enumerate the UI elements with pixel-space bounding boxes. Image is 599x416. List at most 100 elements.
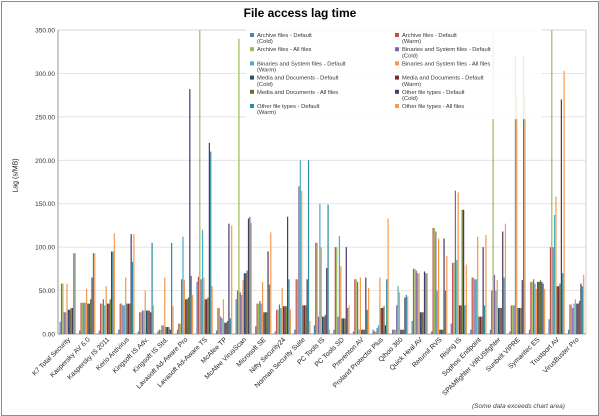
bar — [257, 303, 260, 334]
bar — [573, 303, 575, 334]
bar — [119, 303, 121, 334]
y-tick-label: 250.00 — [35, 114, 55, 121]
bar — [66, 283, 68, 334]
bar — [122, 305, 124, 334]
bar — [106, 303, 109, 334]
bar — [322, 316, 324, 334]
bar — [172, 306, 174, 334]
bar — [200, 279, 202, 334]
bar — [439, 329, 441, 334]
bar — [225, 322, 227, 334]
bar — [450, 323, 452, 334]
bar — [69, 309, 71, 334]
bar — [581, 286, 583, 334]
bar — [178, 323, 180, 334]
bar — [517, 307, 519, 334]
bar — [79, 330, 81, 334]
legend-swatch — [250, 75, 254, 80]
bar — [358, 329, 360, 334]
bar — [461, 209, 463, 334]
bar — [94, 253, 96, 334]
bar — [182, 236, 184, 334]
bar — [250, 222, 252, 334]
bar — [187, 297, 190, 334]
legend-swatch — [250, 47, 254, 52]
bar — [160, 329, 162, 334]
bar — [456, 260, 458, 334]
y-tick-label: 0.00 — [42, 332, 55, 339]
bar — [553, 215, 556, 334]
bar — [84, 302, 86, 334]
bar — [503, 277, 505, 334]
bar — [87, 303, 89, 334]
y-tick-label: 150.00 — [35, 201, 55, 208]
bar — [530, 281, 532, 334]
chart-note: (Some data exceeds chart area) — [472, 403, 565, 410]
bar — [504, 223, 507, 334]
bar — [328, 329, 331, 334]
bar — [414, 268, 416, 334]
bar — [317, 316, 320, 334]
bar — [373, 331, 376, 334]
bar — [320, 247, 322, 334]
bar — [559, 283, 561, 334]
bar — [284, 306, 286, 334]
bar — [171, 242, 173, 334]
bar — [199, 30, 201, 334]
bar — [260, 303, 262, 334]
bar — [316, 242, 318, 334]
bar — [510, 305, 512, 334]
bar — [73, 253, 75, 334]
bar — [580, 283, 582, 334]
bar — [236, 290, 239, 334]
bar — [267, 251, 269, 334]
bar — [59, 321, 61, 334]
bar — [62, 283, 64, 334]
bar — [362, 329, 364, 334]
bar — [65, 312, 67, 334]
bar — [474, 279, 476, 334]
bar — [372, 329, 374, 334]
bar — [179, 323, 181, 334]
bar — [247, 218, 250, 334]
bar — [191, 294, 194, 334]
bar — [266, 312, 268, 334]
bar — [305, 305, 307, 334]
bar — [376, 327, 378, 334]
bar — [576, 303, 578, 334]
bar — [423, 271, 426, 334]
bar — [382, 307, 384, 334]
legend-label: Media and Documents - All files — [257, 90, 338, 96]
legend-swatch — [395, 47, 399, 52]
bar — [243, 273, 245, 334]
bar — [204, 299, 206, 334]
bar — [133, 234, 135, 334]
bar — [556, 286, 558, 334]
bar — [146, 310, 148, 334]
bar — [246, 270, 248, 334]
bar — [111, 251, 113, 334]
bar — [569, 304, 571, 334]
bar — [418, 273, 420, 334]
bar — [150, 312, 152, 334]
legend-swatch — [395, 75, 399, 80]
bar — [560, 99, 562, 335]
bar — [224, 322, 226, 334]
bar — [196, 281, 198, 334]
bar — [341, 318, 343, 334]
bar — [278, 304, 280, 334]
bar — [295, 279, 297, 334]
bar — [102, 299, 104, 334]
bar — [485, 234, 487, 334]
bar — [152, 305, 155, 334]
bar — [481, 316, 483, 334]
legend-label: Media and Documents - Default (Warm) — [402, 76, 484, 88]
bar — [342, 318, 345, 334]
bar — [264, 312, 266, 334]
bar — [90, 299, 92, 334]
bar — [524, 97, 526, 334]
bar — [277, 309, 279, 334]
bar — [446, 255, 448, 334]
bar — [285, 306, 287, 334]
